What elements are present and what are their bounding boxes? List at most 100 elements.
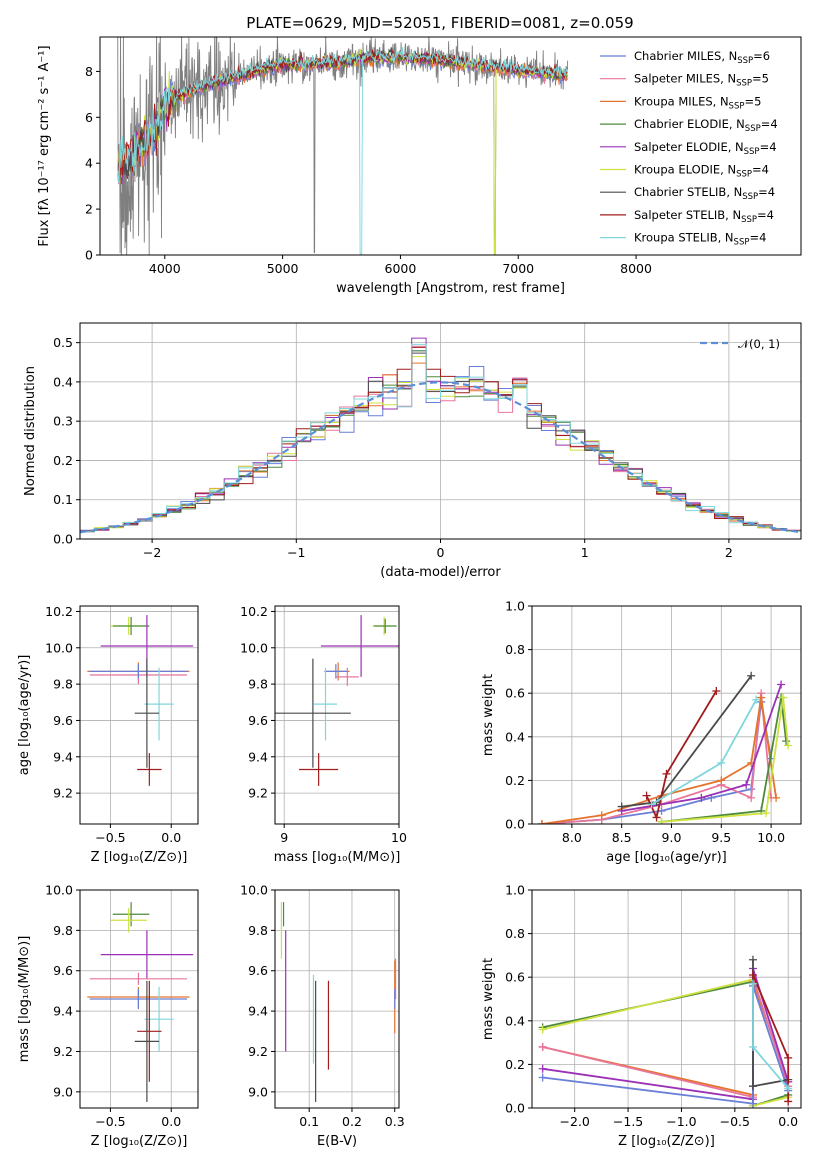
weight_vs_age-ytick-label: 0.4 — [505, 729, 525, 744]
mass_vs_Z-xtick-label: 0.0 — [161, 1114, 181, 1129]
weight_vs_Z-ylabel: mass weight — [481, 958, 496, 1040]
errorbar-chabrier_stelib — [134, 658, 160, 768]
legend-label: Salpeter STELIB, N — [634, 208, 741, 222]
weight-marker-kroupa_elodie — [779, 693, 788, 702]
errorbar-kroupa_stelib — [314, 667, 337, 741]
age_vs_Z-ytick-label: 9.6 — [53, 713, 73, 728]
age_vs_Z-ytick-label: 9.2 — [53, 786, 73, 801]
age_vs_mass-ytick-label: 9.4 — [248, 749, 268, 764]
spectrum-ytick-label: 8 — [85, 64, 93, 79]
mass_vs_ebv-xtick-label: 0.3 — [385, 1114, 405, 1129]
weight-marker-salpeter_stelib — [784, 1097, 793, 1106]
spectrum-xtick-label: 5000 — [267, 261, 299, 276]
age_vs_Z-ylabel: age [log₁₀(age/yr)] — [17, 655, 32, 776]
age_vs_Z-axes: −0.5 0.0 9.2 9.4 9.6 9.8 10.0 10.2 Z [log₁₀(Z/Z⊙… — [17, 604, 198, 865]
weight_vs_age-xtick-label: 8.5 — [612, 830, 632, 845]
weight-line-salpeter_miles — [542, 976, 790, 1099]
weight-marker-kroupa_stelib — [784, 1084, 793, 1093]
age_vs_mass-xlabel: mass [log₁₀(M/M⊙)] — [274, 850, 401, 865]
legend-subscript: SSP — [736, 79, 752, 89]
age_vs_Z-frame — [79, 605, 199, 825]
weight-marker-kroupa_miles — [537, 820, 546, 824]
legend-subscript: SSP — [737, 56, 753, 66]
weight-marker-chabrier_stelib — [617, 802, 626, 811]
weight_vs_age-axes: 8.0 8.5 9.0 9.5 10.0 0.0 0.2 0.4 0.6 0.8 1.0 age [l… — [481, 599, 801, 865]
mass_vs_Z-axes: −0.5 0.0 9.0 9.2 9.4 9.6 9.8 10.0 Z [log₁₀(Z/Z⊙)… — [17, 883, 198, 1149]
spectrum-lines — [117, 37, 569, 255]
weight_vs_Z-ytick-label: 0.4 — [505, 1013, 525, 1028]
age_vs_mass-frame — [274, 605, 400, 825]
mass_vs_ebv-ytick-label: 9.4 — [248, 1004, 268, 1019]
errorbar-chabrier_stelib — [275, 658, 351, 768]
errorbar-chabrier_stelib — [134, 980, 160, 1102]
weight_vs_Z-frame — [531, 889, 802, 1109]
weight_vs_age-ytick-label: 0.8 — [505, 642, 525, 657]
weight-marker-salpeter_elodie — [742, 780, 751, 789]
weight_vs_age-xtick-label: 10.0 — [757, 830, 785, 845]
legend-subscript: SSP — [729, 101, 745, 111]
age_vs_Z-ytick-label: 9.8 — [53, 677, 73, 692]
weight_vs_age-ylabel: mass weight — [481, 674, 496, 756]
residuals-ytick-label: 0.1 — [53, 492, 73, 507]
weight-marker-salpeter_elodie — [777, 680, 786, 689]
legend-count: =4 — [757, 208, 774, 222]
legend-label: Kroupa MILES, N — [634, 94, 729, 108]
legend-entry-salpeter_elodie: Salpeter ELODIE, NSSP=4 — [634, 140, 777, 157]
legend-label: Chabrier MILES, N — [634, 49, 737, 63]
weight-marker-chabrier_miles — [538, 1073, 547, 1082]
age_vs_Z-xlabel: Z [log₁₀(Z/Z⊙)] — [91, 850, 188, 865]
weight-line-salpeter_elodie — [621, 684, 782, 812]
legend-entry-chabrier_elodie: Chabrier ELODIE, NSSP=4 — [634, 117, 778, 134]
residuals-ytick-label: 0.4 — [53, 374, 73, 389]
residuals-ytick-label: 0.3 — [53, 414, 73, 429]
mass_vs_ebv-ytick-label: 10.0 — [240, 883, 268, 898]
spectrum-axes: 4000 5000 6000 7000 8000 0 2 4 6 8 wavelength [Ang… — [37, 45, 652, 296]
weight_vs_Z-xtick-label: −0.5 — [720, 1114, 750, 1129]
spectrum-xtick-label: 7000 — [502, 261, 534, 276]
mass_vs_ebv-ytick-label: 9.6 — [248, 963, 268, 978]
weight_vs_age-xlabel: age [log₁₀(age/yr)] — [606, 850, 727, 865]
mass_vs_ebv-xtick-label: 0.2 — [342, 1114, 362, 1129]
legend-entry-salpeter_stelib: Salpeter STELIB, NSSP=4 — [634, 208, 774, 225]
spectrum-xtick-label: 4000 — [149, 261, 181, 276]
errorbar-salpeter_stelib — [299, 753, 339, 786]
weight-marker-salpeter_stelib — [748, 971, 757, 980]
mass_vs_ebv-points — [280, 902, 397, 1102]
age_vs_Z-ytick-label: 10.0 — [45, 640, 73, 655]
weight_vs_age-lines — [537, 671, 793, 824]
legend-entry-chabrier_stelib: Chabrier STELIB, NSSP=4 — [634, 185, 775, 202]
legend-count: =4 — [749, 231, 766, 245]
weight_vs_age-xtick-label: 9.5 — [711, 830, 731, 845]
weight-marker-salpeter_elodie — [538, 1064, 547, 1073]
weight-marker-kroupa_stelib — [748, 1042, 757, 1051]
errorbar-salpeter_elodie — [100, 930, 194, 979]
weight_vs_Z-xlabel: Z [log₁₀(Z/Z⊙)] — [618, 1134, 715, 1149]
weight-marker-chabrier_stelib — [747, 671, 756, 680]
errorbar-salpeter_miles — [335, 667, 359, 686]
legend-subscript: SSP — [736, 170, 752, 180]
weight-marker-chabrier_miles — [748, 1099, 757, 1108]
errorbar-chabrier_elodie — [112, 902, 150, 927]
spectrum-frame — [99, 36, 802, 256]
residuals-xtick-label: 0 — [437, 545, 445, 560]
weight-marker-chabrier_elodie — [782, 737, 791, 746]
age_vs_Z-points — [87, 615, 194, 786]
mass_vs_Z-ytick-label: 9.6 — [53, 963, 73, 978]
spectrum-ylabel: Flux [fλ 10⁻¹⁷ erg cm⁻² s⁻¹ A⁻¹] — [37, 45, 52, 246]
legend-label: Salpeter MILES, N — [634, 72, 736, 86]
weight_vs_Z-ytick-label: 1.0 — [505, 883, 525, 898]
model-kroupa_stelib-line — [117, 47, 568, 255]
legend-label: Chabrier ELODIE, N — [634, 117, 745, 131]
legend-label: Kroupa STELIB, N — [634, 231, 734, 245]
weight_vs_Z-ytick-label: 0.2 — [505, 1057, 525, 1072]
age_vs_Z-ytick-label: 9.4 — [53, 749, 73, 764]
errorbar-kroupa_stelib — [144, 667, 174, 741]
mass_vs_ebv-ytick-label: 9.0 — [248, 1084, 268, 1099]
spectrum-xlabel: wavelength [Angstrom, rest frame] — [336, 281, 565, 296]
errorbar-kroupa_elodie — [110, 908, 147, 933]
age_vs_mass-ytick-label: 9.6 — [248, 713, 268, 728]
weight-marker-kroupa_stelib — [717, 758, 726, 767]
weight-line-chabrier_elodie — [661, 697, 787, 823]
weight-marker-kroupa_miles — [597, 811, 606, 820]
